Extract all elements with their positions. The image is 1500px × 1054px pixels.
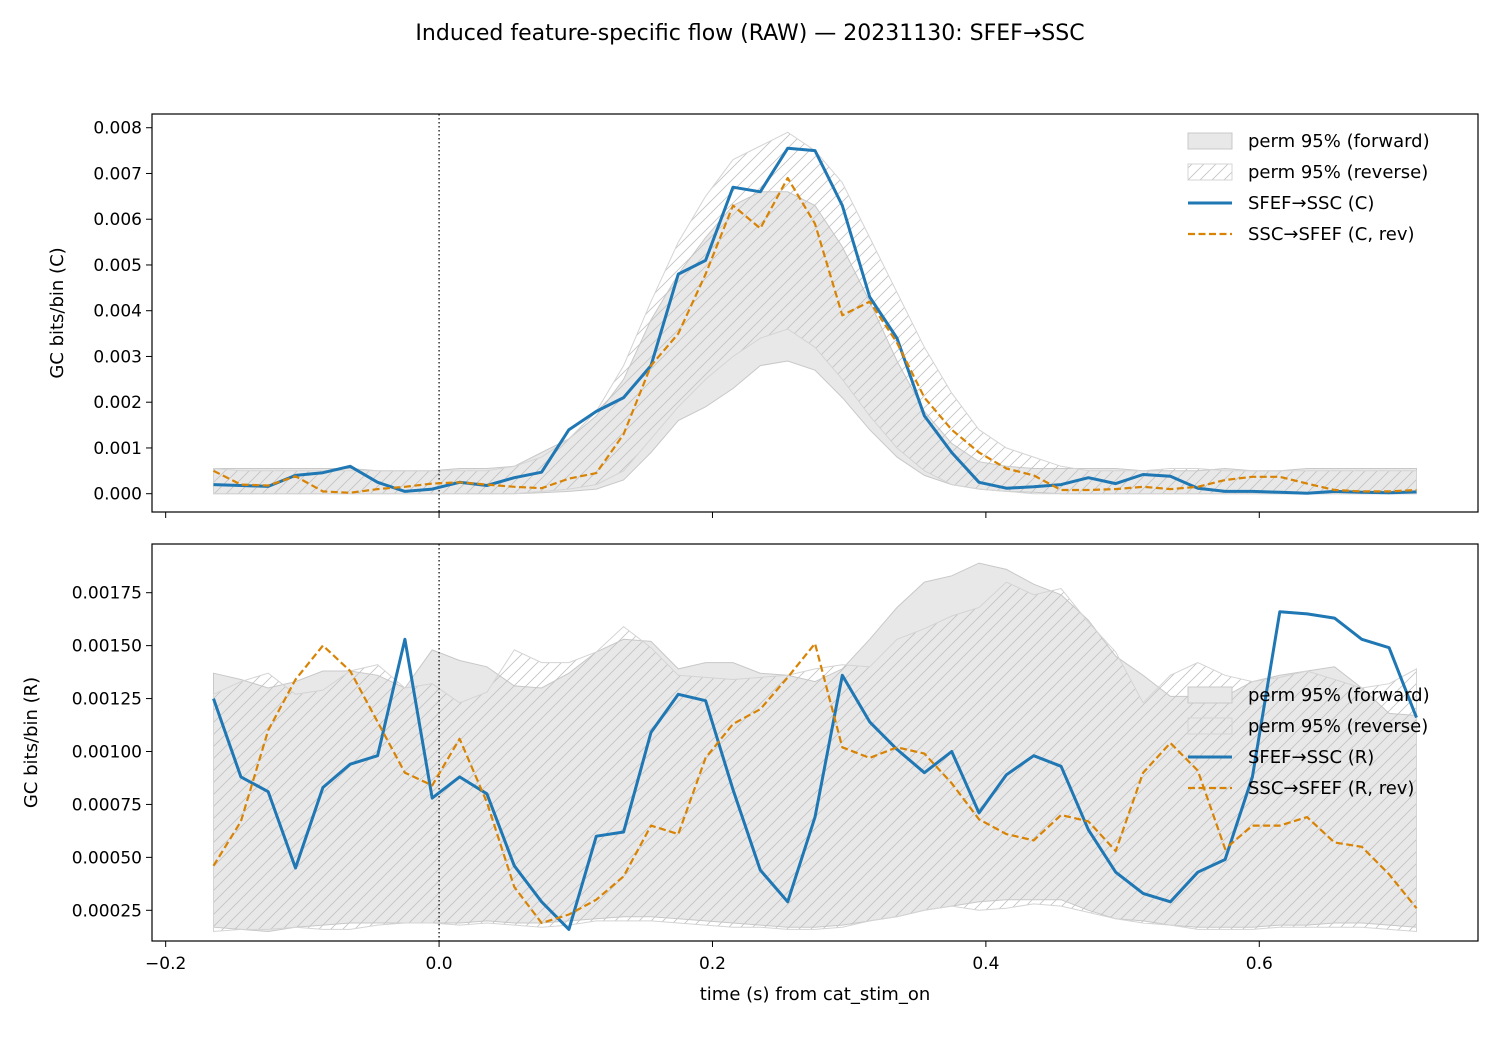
y-tick-label: 0.002 [93,393,142,413]
y-tick-label: 0.003 [93,347,142,367]
x-tick-label: 0.4 [972,954,999,974]
x-tick-label: 0.6 [1246,954,1273,974]
y-tick-label: 0.006 [93,210,142,230]
y-axis-label: GC bits/bin (C) [47,247,68,378]
legend-label: perm 95% (forward) [1248,685,1430,706]
legend-label: perm 95% (forward) [1248,131,1430,152]
legend: perm 95% (forward) perm 95% (reverse) SFEF… [1187,131,1430,245]
y-tick-label: 0.005 [93,256,142,276]
y-tick-label: 0.00150 [72,637,142,657]
axes-frame [151,543,1479,942]
bottom-panel: 0.00025 0.00050 0.00075 0.00100 0.00125 0.001… [21,543,1479,974]
x-axis-label: time (s) from cat_stim_on [700,984,931,1005]
y-tick-label: 0.007 [93,164,142,184]
y-tick-label: 0.00050 [72,848,142,868]
plot-area [212,544,1418,941]
band-reverse [213,581,1417,933]
legend-label: perm 95% (reverse) [1248,716,1428,737]
legend-swatch-band-forward [1187,686,1233,704]
y-tick-label: 0.004 [93,302,142,322]
legend-label: SFEF→SSC (R) [1248,747,1374,768]
y-tick-label: 0.00175 [72,584,142,604]
x-tick-label: 0.0 [426,954,453,974]
series-reverse-line [212,642,1418,925]
figure-title: Induced feature-specific flow (RAW) — 20… [415,21,1084,46]
y-axis-label: GC bits/bin (R) [21,677,42,808]
legend: perm 95% (forward) perm 95% (reverse) SFEF… [1187,685,1430,799]
series-forward-line [212,610,1418,931]
plot-area [213,114,1417,512]
y-tick-label: 0.000 [93,485,142,505]
series-reverse-line [213,176,1417,494]
legend-swatch-band-reverse [1187,163,1233,181]
legend-label: SFEF→SSC (C) [1248,193,1374,214]
top-panel: 0.000 0.001 0.002 0.003 0.004 0.005 0.006 0.007… [47,113,1479,518]
x-tick-label: 0.2 [699,954,726,974]
y-tick-label: 0.001 [93,439,142,459]
band-reverse [213,131,1417,495]
y-tick-label: 0.00025 [72,901,142,921]
legend-label: SSC→SFEF (R, rev) [1248,778,1414,799]
legend-swatch-band-forward [1187,132,1233,150]
legend-label: SSC→SFEF (C, rev) [1248,224,1415,245]
y-tick-label: 0.00100 [72,742,142,762]
series-forward-line [213,146,1417,495]
axes-frame [151,113,1479,513]
y-tick-label: 0.00075 [72,795,142,815]
legend-swatch-band-reverse [1187,717,1233,735]
legend-label: perm 95% (reverse) [1248,162,1428,183]
y-tick-label: 0.00125 [72,690,142,710]
x-tick-label: −0.2 [145,954,186,974]
y-tick-label: 0.008 [93,119,142,139]
